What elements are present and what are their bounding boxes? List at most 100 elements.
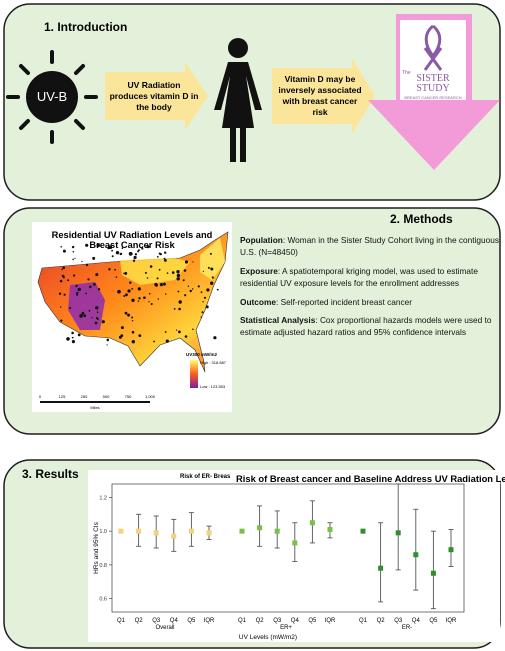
address-dot [111, 249, 113, 252]
address-dot [71, 331, 74, 335]
address-dot [60, 246, 62, 248]
method-text: : A spatiotemporal kriging model, was us… [240, 265, 478, 289]
address-dot [154, 282, 158, 287]
legend-colorbar [190, 360, 198, 388]
method-text: : Cox proportional hazards models were u… [240, 315, 492, 338]
point-estimate [274, 528, 280, 534]
address-dot [76, 291, 79, 294]
chart-title: Risk of Breast cancer and Baseline Addre… [236, 473, 505, 484]
address-dot [176, 270, 180, 274]
method-text: : Woman in the Sister Study Cohort livin… [240, 235, 500, 258]
address-dot [153, 340, 156, 343]
address-dot [108, 245, 113, 249]
x-tick-label: Q5 [308, 618, 317, 624]
x-tick-label: Q4 [412, 618, 421, 624]
address-dot [111, 255, 114, 258]
legend-label: Low : 123.553 [200, 384, 226, 389]
y-tick-label: 1.0 [99, 529, 107, 535]
address-dot [184, 335, 188, 338]
address-dot [81, 260, 83, 263]
address-dot [77, 287, 82, 292]
sun-icon [6, 50, 98, 144]
address-dot [177, 290, 180, 293]
scale-unit: Miles [90, 405, 99, 410]
address-dot [210, 267, 214, 271]
step-text: Vitamin D may be inversely associated wi… [278, 74, 362, 117]
address-dot [128, 251, 133, 256]
plot-frame [111, 483, 465, 613]
address-dot [61, 274, 65, 278]
address-dot [176, 277, 180, 281]
address-dot [158, 268, 161, 271]
address-dot [131, 316, 134, 319]
address-dot [197, 285, 200, 288]
address-dot [60, 319, 63, 322]
address-dot [123, 272, 125, 274]
address-dot [120, 326, 124, 330]
address-dot [114, 268, 116, 271]
point-estimate [378, 565, 384, 571]
address-dot [96, 311, 99, 314]
point-estimate [118, 528, 124, 534]
method-label: Exposure [240, 265, 278, 276]
address-dot [184, 260, 189, 264]
method-label: Statistical Analysis [240, 315, 316, 326]
x-axis-label: UV Levels (mW/m2) [239, 634, 297, 641]
x-tick-label: IQR [446, 618, 457, 624]
address-dot [67, 279, 70, 282]
address-dot [131, 288, 134, 290]
sun-label: UV-B [36, 89, 68, 104]
address-dot [127, 289, 131, 293]
point-estimate [360, 528, 366, 534]
point-estimate [292, 540, 298, 546]
address-dot [121, 247, 124, 249]
address-dot [137, 300, 140, 302]
address-dot [211, 276, 214, 279]
point-estimate [448, 547, 454, 553]
logo-tagline: BREAST CANCER RESEARCH [404, 95, 462, 100]
x-tick-label: Q5 [429, 618, 438, 624]
address-dot [120, 334, 124, 337]
x-tick-label: Q2 [135, 618, 144, 624]
scale-label: 1,000 [145, 394, 156, 399]
address-dot [141, 247, 144, 250]
address-dot [87, 278, 90, 281]
scale-label: 500 [103, 394, 110, 399]
address-dot [85, 263, 89, 267]
address-dot [61, 268, 63, 271]
address-dot [178, 330, 181, 334]
address-dot [69, 307, 72, 309]
address-dot [132, 259, 136, 262]
method-item: Statistical Analysis: Cox proportional h… [240, 314, 502, 339]
scale-label: 0 [39, 394, 42, 399]
address-dot [200, 316, 202, 318]
heading: 3. Results [22, 467, 79, 481]
address-dot [163, 257, 166, 260]
address-dot [88, 309, 91, 312]
address-dot [85, 243, 89, 247]
method-item: Outcome: Self-reported incident breast c… [240, 296, 502, 308]
address-dot [76, 293, 79, 296]
address-dot [156, 256, 159, 258]
address-dot [178, 307, 181, 311]
address-dot [137, 287, 141, 291]
address-dot [77, 333, 81, 337]
address-dot [131, 298, 135, 302]
x-tick-label: IQR [325, 618, 336, 624]
point-estimate [188, 528, 194, 534]
address-dot [176, 273, 181, 278]
address-dot [73, 274, 76, 277]
address-dot [201, 311, 204, 314]
address-dot [83, 314, 87, 318]
address-dot [164, 259, 167, 262]
x-tick-label: Q2 [377, 618, 386, 624]
address-dot [96, 243, 100, 248]
address-dots [58, 243, 219, 346]
address-dot [148, 301, 150, 303]
method-item: Exposure: A spatiotemporal kriging model… [240, 265, 502, 290]
address-dot [192, 328, 194, 331]
address-dot [138, 297, 141, 300]
address-dot [59, 279, 63, 283]
address-dot [213, 336, 217, 340]
